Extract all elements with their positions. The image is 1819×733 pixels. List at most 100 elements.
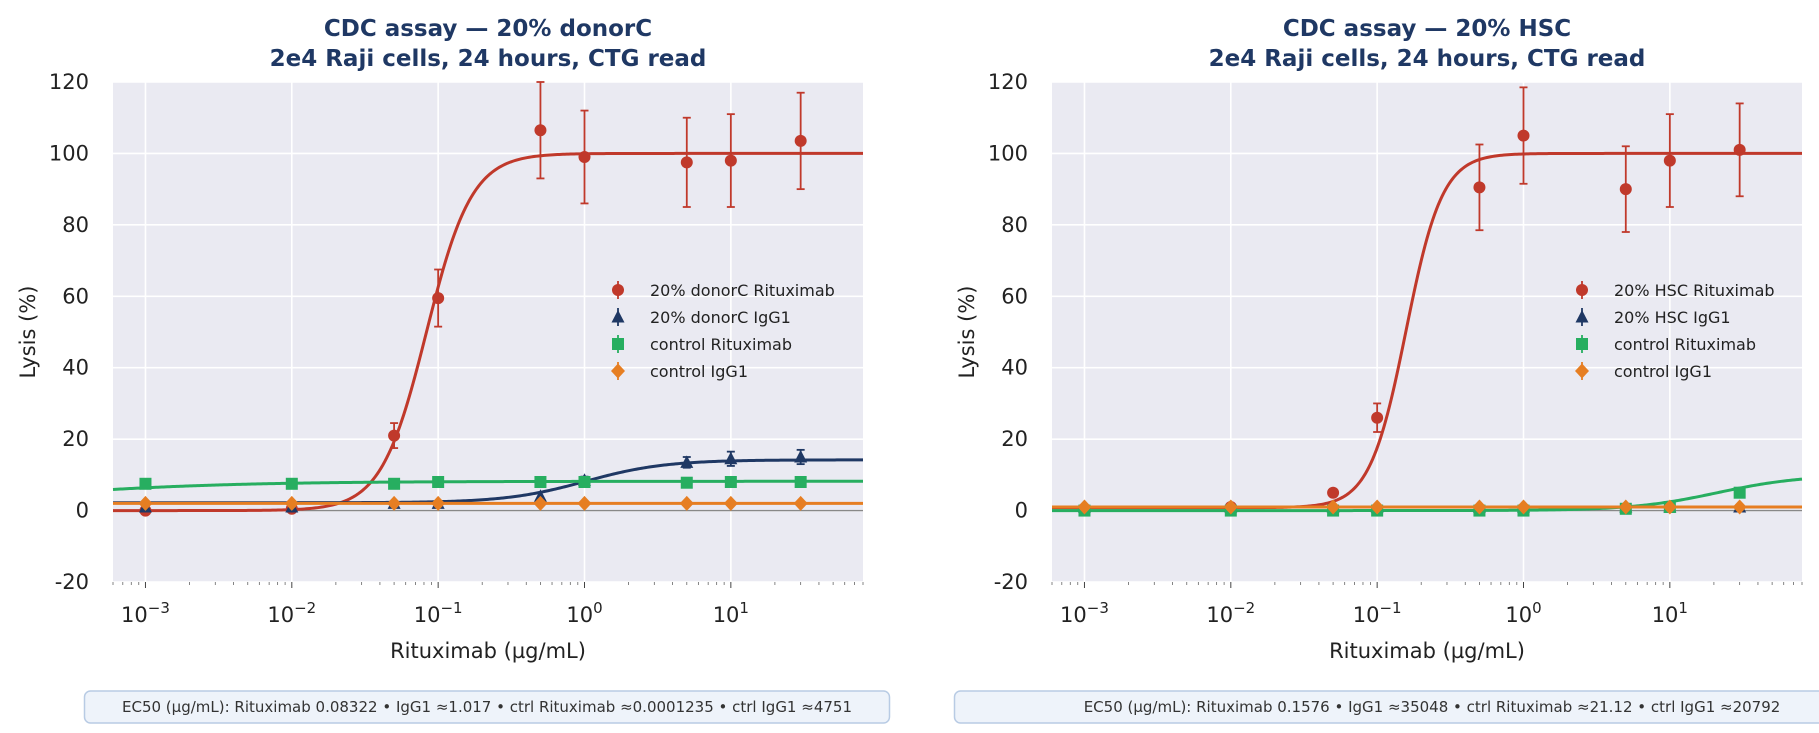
legend-marker [612,284,624,296]
data-point [724,476,737,488]
legend: 20% HSC Rituximab 20% HSC IgG1 control Rit… [1575,281,1775,381]
data-point [724,451,738,465]
legend-label: control Rituximab [1614,335,1756,354]
y-tick-label: 20 [1001,427,1028,451]
legend: 20% donorC Rituximab 20% donorC IgG1 contr… [611,281,835,381]
data-point [1618,499,1633,515]
legend-label: 20% HSC Rituximab [1614,281,1775,300]
x-tick-label: 101 [1652,599,1688,627]
y-tick-label: 40 [1001,356,1028,380]
data-point [432,292,445,305]
plot-area [113,82,863,582]
y-tick-label: 80 [62,213,89,237]
x-tick-label: 100 [1505,599,1541,627]
legend-label: 20% HSC IgG1 [1614,308,1731,327]
data-point [534,124,547,137]
y-tick-label: 80 [1001,213,1028,237]
fit-curve-1 [113,151,863,513]
fit-curve-3 [112,479,863,491]
chart-title: CDC assay — 20% HSC [1283,16,1571,42]
data-point [1663,154,1676,167]
data-point [533,495,548,511]
y-axis-label: Lysis (%) [955,286,979,379]
x-tick-label: 10−2 [267,599,316,627]
data-point [1732,499,1747,515]
legend-marker [611,363,625,379]
legend-label: control Rituximab [650,335,792,354]
data-point [578,476,591,488]
chart-panel-2: -20 0 20 40 60 80 100 120 10−3 10−2 10−1 100 101 20% … [953,16,1819,724]
y-tick-label: 100 [988,141,1028,165]
fit-curve-3 [1052,477,1803,513]
data-point [1327,486,1340,499]
data-point [138,495,153,511]
y-tick-label: 60 [1001,284,1028,308]
x-tick-label: 10−1 [414,599,463,627]
chart-title: CDC assay — 20% donorC [324,16,652,42]
y-tick-label: 60 [62,284,89,308]
chart-subtitle: 2e4 Raji cells, 24 hours, CTG read [1209,46,1646,72]
data-point [431,495,446,511]
data-point [1733,143,1746,156]
data-point [388,429,401,442]
ec50-summary-box: EC50 (µg/mL): Rituximab 0.1576 • IgG1 ≈3… [953,690,1819,724]
data-point [1371,411,1384,424]
series-4 [1077,499,1747,515]
data-point [794,476,807,488]
y-axis-label: Lysis (%) [16,286,40,379]
data-point [387,495,402,511]
y-tick-label: 0 [1015,499,1028,523]
data-point [794,134,807,147]
data-point [1472,499,1487,515]
data-point [1662,499,1677,515]
legend-marker [1576,338,1588,350]
x-tick-label: 10−3 [1060,599,1109,627]
data-point [388,477,401,490]
data-point [680,156,693,169]
data-point [723,495,738,511]
legend-label: 20% donorC Rituximab [650,281,835,300]
ec50-summary-box: EC50 (µg/mL): Rituximab 0.08322 • IgG1 ≈… [83,690,891,724]
legend-label: 20% donorC IgG1 [650,308,791,327]
data-point [1517,129,1530,142]
series-3 [139,476,807,490]
y-tick-label: -20 [55,570,89,594]
legend-label: control IgG1 [650,362,748,381]
data-point [284,495,299,511]
data-point [533,489,547,502]
ec50-box-bg [83,690,891,724]
ec50-summary-text: EC50 (µg/mL): Rituximab 0.1576 • IgG1 ≈3… [1084,698,1781,716]
x-tick-label: 10−2 [1206,599,1255,627]
data-point [793,495,808,511]
legend-label: control IgG1 [1614,362,1712,381]
data-point [680,476,693,489]
ec50-summary-text: EC50 (µg/mL): Rituximab 0.08322 • IgG1 ≈… [122,698,852,716]
legend-marker [611,310,625,323]
data-point [534,476,547,488]
data-point [1223,499,1238,515]
data-point [1733,486,1746,499]
y-tick-label: 100 [49,141,89,165]
legend-marker [1576,284,1588,296]
data-point [679,495,694,511]
data-point [577,495,592,511]
data-point [1326,499,1341,515]
data-point [724,154,737,167]
plot-area [1052,82,1802,582]
data-point [1516,499,1531,515]
y-tick-label: 20 [62,427,89,451]
y-tick-label: 120 [49,70,89,94]
legend-marker [1575,363,1589,379]
data-point [432,476,445,488]
ec50-box-bg [953,690,1819,724]
y-tick-label: 120 [988,70,1028,94]
y-tick-label: 40 [62,356,89,380]
x-tick-label: 10−3 [121,599,170,627]
data-point [1370,499,1385,515]
data-point [1473,181,1486,194]
data-point [1619,183,1632,196]
data-point [285,477,298,490]
x-tick-label: 101 [713,599,749,627]
data-point [139,477,152,490]
